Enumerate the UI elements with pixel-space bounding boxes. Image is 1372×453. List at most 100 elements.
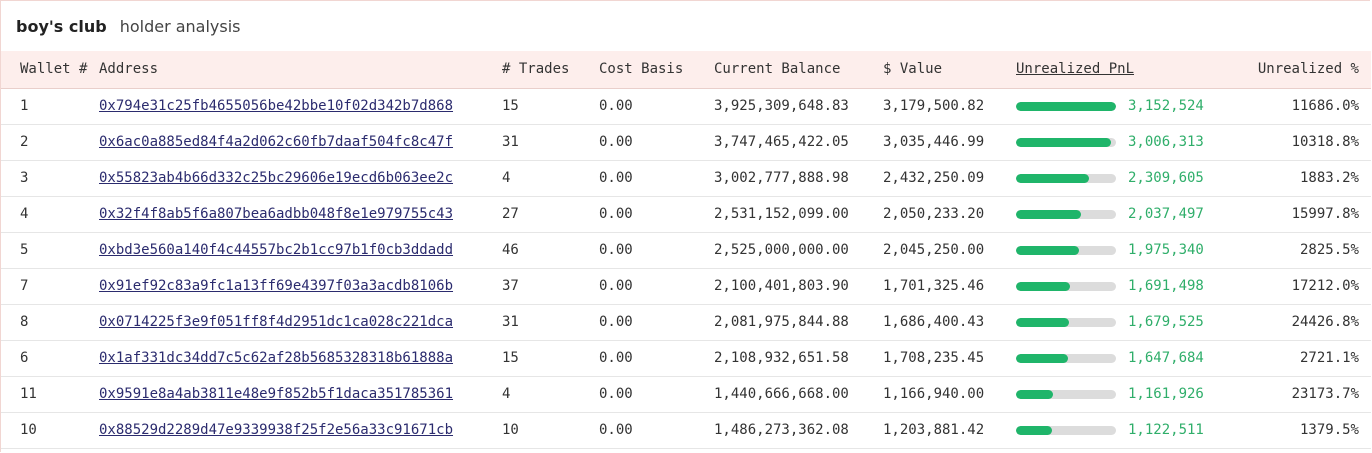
usd-value: 1,166,940.00 (883, 376, 1016, 413)
usd-value: 1,701,325.46 (883, 268, 1016, 305)
panel-header: boy's club holder analysis (1, 1, 1370, 51)
unrealized-pct: 2825.5% (1224, 232, 1371, 269)
col-header-trades[interactable]: # Trades (502, 51, 599, 89)
address-link[interactable]: 0x1af331dc34dd7c5c62af28b5685328318b6188… (99, 350, 454, 366)
address-link[interactable]: 0x55823ab4b66d332c25bc29606e19ecd6b063ee… (99, 170, 454, 186)
usd-value: 2,432,250.09 (883, 160, 1016, 197)
pnl-bar-fill (1016, 173, 1089, 183)
unrealized-pnl-value: 1,161,926 (1128, 386, 1204, 402)
pnl-bar-fill (1016, 353, 1068, 363)
brand-title: boy's club (16, 16, 107, 36)
sort-link-unrealized-pnl[interactable]: Unrealized PnL (1016, 61, 1135, 78)
pnl-bar-track (1016, 101, 1116, 111)
trades-count: 31 (502, 124, 599, 161)
table-row: 10 0x88529d2289d47e9339938f25f2e56a33c91… (1, 412, 1371, 449)
pnl-bar-fill (1016, 209, 1081, 219)
panel-subtitle: holder analysis (119, 16, 241, 36)
col-header-unrealized-pnl[interactable]: Unrealized PnL (1016, 51, 1224, 89)
pnl-bar-group: 1,691,498 (1016, 278, 1224, 294)
table-row: 5 0xbd3e560a140f4c44557bc2b1cc97b1f0cb3d… (1, 232, 1371, 269)
unrealized-pct: 24426.8% (1224, 304, 1371, 341)
unrealized-pnl-cell: 2,037,497 (1016, 196, 1224, 233)
pnl-bar-fill (1016, 389, 1053, 399)
address-cell: 0x9591e8a4ab3811e48e9f852b5f1daca3517853… (99, 376, 502, 413)
wallet-number: 11 (1, 376, 99, 413)
address-link[interactable]: 0xbd3e560a140f4c44557bc2b1cc97b1f0cb3dda… (99, 242, 454, 258)
col-header-wallet[interactable]: Wallet # (1, 51, 99, 89)
col-header-cost-basis[interactable]: Cost Basis (599, 51, 714, 89)
unrealized-pnl-value: 1,679,525 (1128, 314, 1204, 330)
usd-value: 1,203,881.42 (883, 412, 1016, 449)
pnl-bar-fill (1016, 101, 1116, 111)
pnl-bar-group: 2,037,497 (1016, 206, 1224, 222)
current-balance: 2,531,152,099.00 (714, 196, 883, 233)
pnl-bar-group: 1,679,525 (1016, 314, 1224, 330)
wallet-number: 1 (1, 88, 99, 125)
address-link[interactable]: 0x794e31c25fb4655056be42bbe10f02d342b7d8… (99, 98, 454, 114)
unrealized-pnl-value: 1,647,684 (1128, 350, 1204, 366)
col-header-unrealized-pct[interactable]: Unrealized % (1224, 51, 1371, 89)
current-balance: 2,525,000,000.00 (714, 232, 883, 269)
wallet-number: 5 (1, 232, 99, 269)
pnl-bar-fill (1016, 137, 1111, 147)
current-balance: 1,440,666,668.00 (714, 376, 883, 413)
usd-value: 2,050,233.20 (883, 196, 1016, 233)
unrealized-pnl-cell: 1,161,926 (1016, 376, 1224, 413)
address-link[interactable]: 0x88529d2289d47e9339938f25f2e56a33c91671… (99, 422, 454, 438)
address-link[interactable]: 0x0714225f3e9f051ff8f4d2951dc1ca028c221d… (99, 314, 454, 330)
pnl-bar-fill (1016, 245, 1079, 255)
pnl-bar-track (1016, 209, 1116, 219)
unrealized-pnl-value: 2,309,605 (1128, 170, 1204, 186)
pnl-bar-group: 1,647,684 (1016, 350, 1224, 366)
wallet-number: 10 (1, 412, 99, 449)
pnl-bar-fill (1016, 317, 1069, 327)
unrealized-pnl-cell: 1,122,511 (1016, 412, 1224, 449)
holders-table: Wallet # Address # Trades Cost Basis Cur… (1, 51, 1371, 449)
wallet-number: 3 (1, 160, 99, 197)
pnl-bar-track (1016, 353, 1116, 363)
cost-basis: 0.00 (599, 340, 714, 377)
wallet-number: 4 (1, 196, 99, 233)
cost-basis: 0.00 (599, 124, 714, 161)
current-balance: 3,002,777,888.98 (714, 160, 883, 197)
table-row: 8 0x0714225f3e9f051ff8f4d2951dc1ca028c22… (1, 304, 1371, 341)
unrealized-pct: 1883.2% (1224, 160, 1371, 197)
table-body: 1 0x794e31c25fb4655056be42bbe10f02d342b7… (1, 88, 1371, 449)
current-balance: 3,925,309,648.83 (714, 88, 883, 125)
unrealized-pnl-cell: 1,679,525 (1016, 304, 1224, 341)
pnl-bar-group: 3,006,313 (1016, 134, 1224, 150)
cost-basis: 0.00 (599, 268, 714, 305)
pnl-bar-group: 1,122,511 (1016, 422, 1224, 438)
wallet-number: 2 (1, 124, 99, 161)
col-header-address[interactable]: Address (99, 51, 502, 89)
table-row: 4 0x32f4f8ab5f6a807bea6adbb048f8e1e97975… (1, 196, 1371, 233)
usd-value: 2,045,250.00 (883, 232, 1016, 269)
address-cell: 0x6ac0a885ed84f4a2d062c60fb7daaf504fc8c4… (99, 124, 502, 161)
address-cell: 0xbd3e560a140f4c44557bc2b1cc97b1f0cb3dda… (99, 232, 502, 269)
address-cell: 0x0714225f3e9f051ff8f4d2951dc1ca028c221d… (99, 304, 502, 341)
table-row: 7 0x91ef92c83a9fc1a13ff69e4397f03a3acdb8… (1, 268, 1371, 305)
address-link[interactable]: 0x9591e8a4ab3811e48e9f852b5f1daca3517853… (99, 386, 454, 402)
wallet-number: 8 (1, 304, 99, 341)
cost-basis: 0.00 (599, 160, 714, 197)
unrealized-pct: 23173.7% (1224, 376, 1371, 413)
pnl-bar-track (1016, 245, 1116, 255)
pnl-bar-track (1016, 137, 1116, 147)
pnl-bar-group: 2,309,605 (1016, 170, 1224, 186)
address-link[interactable]: 0x6ac0a885ed84f4a2d062c60fb7daaf504fc8c4… (99, 134, 454, 150)
col-header-current-balance[interactable]: Current Balance (714, 51, 883, 89)
unrealized-pnl-cell: 3,152,524 (1016, 88, 1224, 125)
usd-value: 1,686,400.43 (883, 304, 1016, 341)
unrealized-pnl-value: 1,122,511 (1128, 422, 1204, 438)
pnl-bar-fill (1016, 425, 1052, 435)
cost-basis: 0.00 (599, 412, 714, 449)
pnl-bar-track (1016, 389, 1116, 399)
unrealized-pct: 17212.0% (1224, 268, 1371, 305)
trades-count: 46 (502, 232, 599, 269)
current-balance: 3,747,465,422.05 (714, 124, 883, 161)
wallet-number: 7 (1, 268, 99, 305)
address-link[interactable]: 0x32f4f8ab5f6a807bea6adbb048f8e1e979755c… (99, 206, 454, 222)
address-link[interactable]: 0x91ef92c83a9fc1a13ff69e4397f03a3acdb810… (99, 278, 454, 294)
col-header-value[interactable]: $ Value (883, 51, 1016, 89)
